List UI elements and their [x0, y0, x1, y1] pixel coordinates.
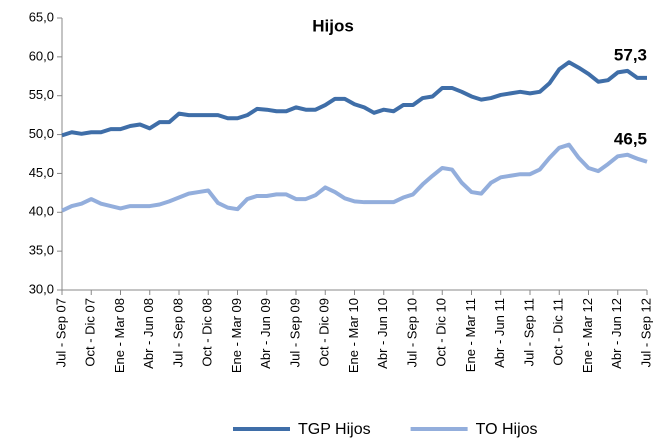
y-tick-label: 45,0	[29, 165, 54, 180]
series-line	[61, 60, 647, 138]
x-tick-label: Abr - Jun 09	[258, 298, 273, 369]
y-tick-label: 50,0	[29, 126, 54, 141]
x-tick-label: Jul - Sep 07	[53, 298, 68, 367]
x-tick-label: Jul - Sep 10	[404, 298, 419, 367]
y-tick-label: 35,0	[29, 243, 54, 258]
data-label: 57,3	[614, 45, 647, 64]
y-tick-label: 40,0	[29, 204, 54, 219]
x-tick-label: Abr - Jun 10	[375, 298, 390, 369]
series-line	[61, 142, 648, 213]
x-tick-label: Oct - Dic 11	[551, 298, 566, 366]
x-tick-label: Ene - Mar 09	[229, 298, 244, 373]
x-tick-label: Oct - Dic 09	[317, 298, 332, 367]
x-tick-label: Jul - Sep 11	[521, 298, 536, 366]
x-tick-label: Oct - Dic 08	[200, 298, 215, 367]
x-tick-label: Ene - Mar 08	[112, 298, 127, 373]
x-tick-label: Jul - Sep 08	[170, 298, 185, 367]
y-tick-label: 60,0	[29, 48, 54, 63]
x-tick-label: Abr - Jun 11	[492, 298, 507, 368]
y-tick-label: 30,0	[29, 281, 54, 296]
x-tick-label: Abr - Jun 08	[141, 298, 156, 369]
x-tick-label: Oct - Dic 07	[83, 298, 98, 367]
x-tick-label: Abr - Jun 12	[609, 298, 624, 369]
x-tick-label: Ene - Mar 11	[463, 298, 478, 372]
legend-label: TO Hijos	[476, 421, 538, 438]
x-tick-label: Jul - Sep 12	[638, 298, 653, 367]
x-tick-label: Ene - Mar 12	[580, 298, 595, 373]
legend-label: TGP Hijos	[298, 421, 371, 438]
x-tick-label: Ene - Mar 10	[346, 298, 361, 373]
x-tick-label: Oct - Dic 10	[434, 298, 449, 367]
data-label: 46,5	[614, 129, 647, 148]
chart-title: Hijos	[312, 16, 354, 35]
y-tick-label: 65,0	[29, 9, 54, 24]
x-tick-label: Jul - Sep 09	[287, 298, 302, 367]
y-tick-label: 55,0	[29, 87, 54, 102]
